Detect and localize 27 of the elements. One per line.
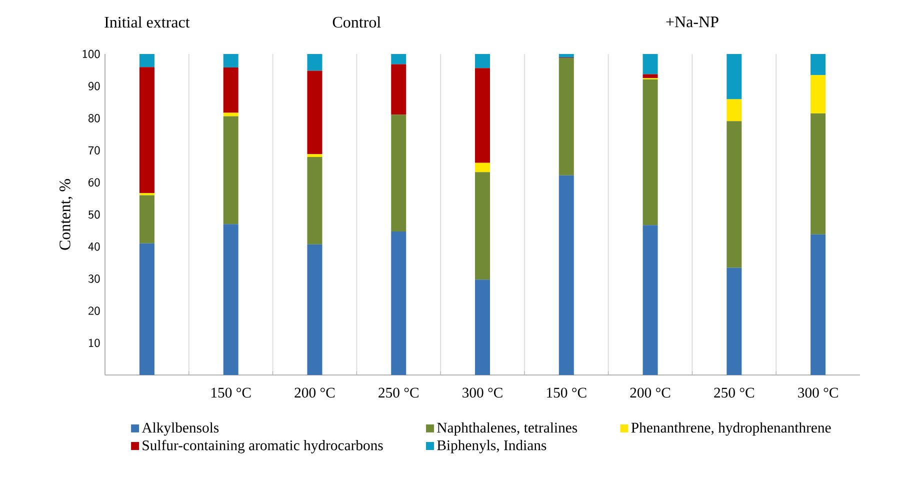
- y-tick-label: 60: [88, 178, 100, 187]
- x-tick-label: 250 °C: [714, 388, 754, 398]
- text: Initial extract: [104, 16, 190, 28]
- legend-label: Sulfur-containing aromatic hydrocarbons: [142, 440, 383, 454]
- x-tick-label: 150 °C: [547, 388, 586, 398]
- x-tick-label: 300 °C: [462, 388, 502, 398]
- y-tick-label: 40: [88, 242, 100, 251]
- y-axis-title: Content, %: [60, 179, 73, 250]
- legend-label: Naphthalenes, tetralines: [437, 422, 578, 436]
- legend-label: Phenanthrene, hydrophenanthrene: [631, 422, 831, 436]
- x-tick-label: 300 °C: [798, 388, 838, 398]
- legend-label: Biphenyls, Indians: [437, 440, 546, 454]
- text: +Na-NP: [666, 16, 718, 28]
- text: Control: [332, 16, 381, 28]
- y-tick-label: 70: [88, 146, 100, 154]
- y-tick-label: 90: [88, 82, 100, 90]
- x-tick-label: 150 °C: [211, 388, 251, 398]
- y-tick-label: 100: [82, 50, 100, 58]
- y-tick-label: 30: [88, 274, 100, 283]
- legend-label: Alkylbensols: [142, 422, 219, 436]
- x-tick-label: 250 °C: [378, 388, 418, 398]
- y-tick-label: 80: [88, 114, 100, 122]
- y-tick-label: 10: [89, 338, 100, 348]
- y-tick-label: 20: [88, 306, 100, 315]
- x-tick-label: 200 °C: [294, 388, 335, 398]
- x-tick-label: 200 °C: [630, 388, 670, 398]
- y-tick-label: 50: [88, 210, 100, 219]
